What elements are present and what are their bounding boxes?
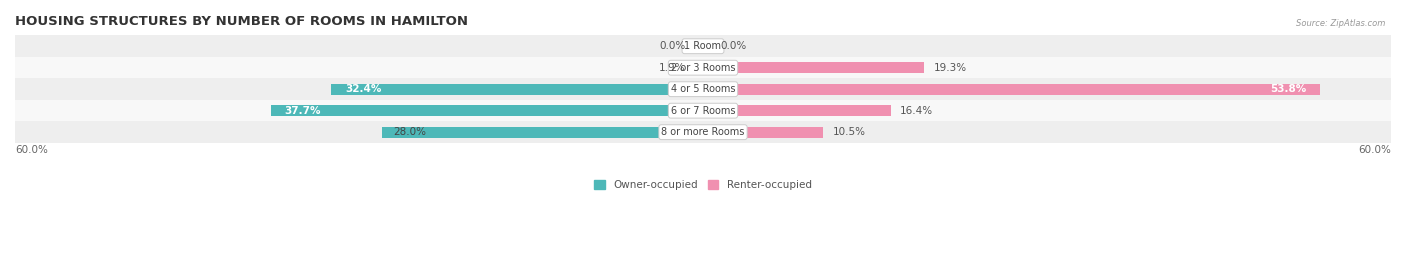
Bar	[332, 84, 703, 95]
Bar	[15, 100, 1391, 122]
Text: 16.4%: 16.4%	[900, 106, 934, 116]
Text: 4 or 5 Rooms: 4 or 5 Rooms	[671, 84, 735, 94]
Text: 60.0%: 60.0%	[1358, 145, 1391, 155]
Text: 1.9%: 1.9%	[659, 63, 686, 73]
Bar	[15, 79, 1391, 100]
Bar	[15, 35, 1391, 57]
Text: 8 or more Rooms: 8 or more Rooms	[661, 127, 745, 137]
Text: 32.4%: 32.4%	[346, 84, 381, 94]
Text: 10.5%: 10.5%	[832, 127, 866, 137]
Text: 60.0%: 60.0%	[15, 145, 48, 155]
Text: 1 Room: 1 Room	[685, 41, 721, 51]
Text: 2 or 3 Rooms: 2 or 3 Rooms	[671, 63, 735, 73]
Bar	[703, 41, 713, 52]
Bar	[703, 127, 824, 138]
Text: 37.7%: 37.7%	[284, 106, 321, 116]
Text: 0.0%: 0.0%	[720, 41, 747, 51]
Bar	[703, 105, 891, 116]
Bar	[693, 41, 703, 52]
Text: 53.8%: 53.8%	[1270, 84, 1306, 94]
Text: 28.0%: 28.0%	[394, 127, 426, 137]
Bar	[15, 122, 1391, 143]
Bar	[703, 84, 1320, 95]
Bar	[703, 62, 924, 73]
Bar	[15, 57, 1391, 79]
Bar	[271, 105, 703, 116]
Text: 19.3%: 19.3%	[934, 63, 966, 73]
Legend: Owner-occupied, Renter-occupied: Owner-occupied, Renter-occupied	[595, 180, 811, 190]
Bar	[682, 62, 703, 73]
Bar	[382, 127, 703, 138]
Text: 6 or 7 Rooms: 6 or 7 Rooms	[671, 106, 735, 116]
Text: 0.0%: 0.0%	[659, 41, 686, 51]
Text: Source: ZipAtlas.com: Source: ZipAtlas.com	[1295, 19, 1385, 28]
Text: HOUSING STRUCTURES BY NUMBER OF ROOMS IN HAMILTON: HOUSING STRUCTURES BY NUMBER OF ROOMS IN…	[15, 15, 468, 28]
